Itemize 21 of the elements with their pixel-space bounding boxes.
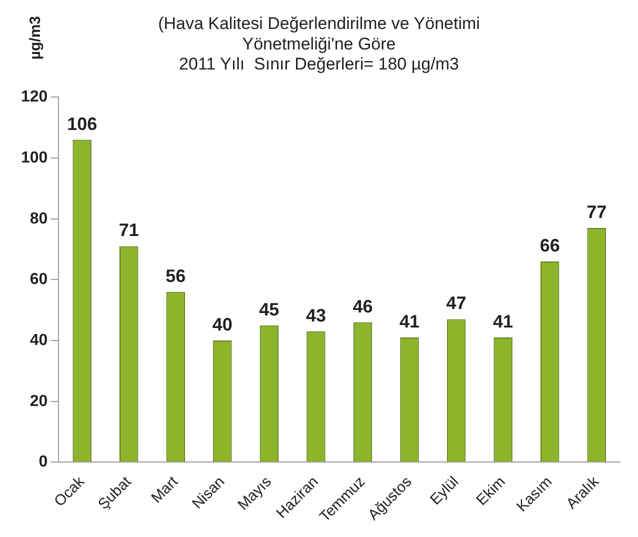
data-label: 41 <box>399 311 420 332</box>
y-tick-label: 120 <box>20 88 48 106</box>
y-tick-label: 100 <box>20 149 48 166</box>
data-label: 77 <box>586 202 607 222</box>
data-label: 47 <box>446 293 466 314</box>
data-label: 71 <box>118 220 139 240</box>
data-label: 43 <box>306 305 326 326</box>
data-label: 56 <box>166 266 186 286</box>
data-label: 66 <box>540 235 560 256</box>
chart-title: (Hava Kalitesi Değerlendirilme ve Yönetimi Yönetmeliği'ne Göre 2011 Yılı Sınır Değerleri= 180 µg/m3 <box>158 14 480 74</box>
y-tick-label: 40 <box>30 332 48 349</box>
y-tick-label: 80 <box>30 210 48 228</box>
data-label: 45 <box>259 299 280 320</box>
data-label: 40 <box>212 314 232 334</box>
data-label: 46 <box>352 296 373 316</box>
y-tick-label: 20 <box>30 392 48 410</box>
y-tick-label: 60 <box>30 271 48 288</box>
data-label: 106 <box>67 114 98 134</box>
y-tick-label: 0 <box>38 454 48 471</box>
data-label: 41 <box>493 311 514 332</box>
y-axis-title: µg/m3 <box>27 16 44 60</box>
